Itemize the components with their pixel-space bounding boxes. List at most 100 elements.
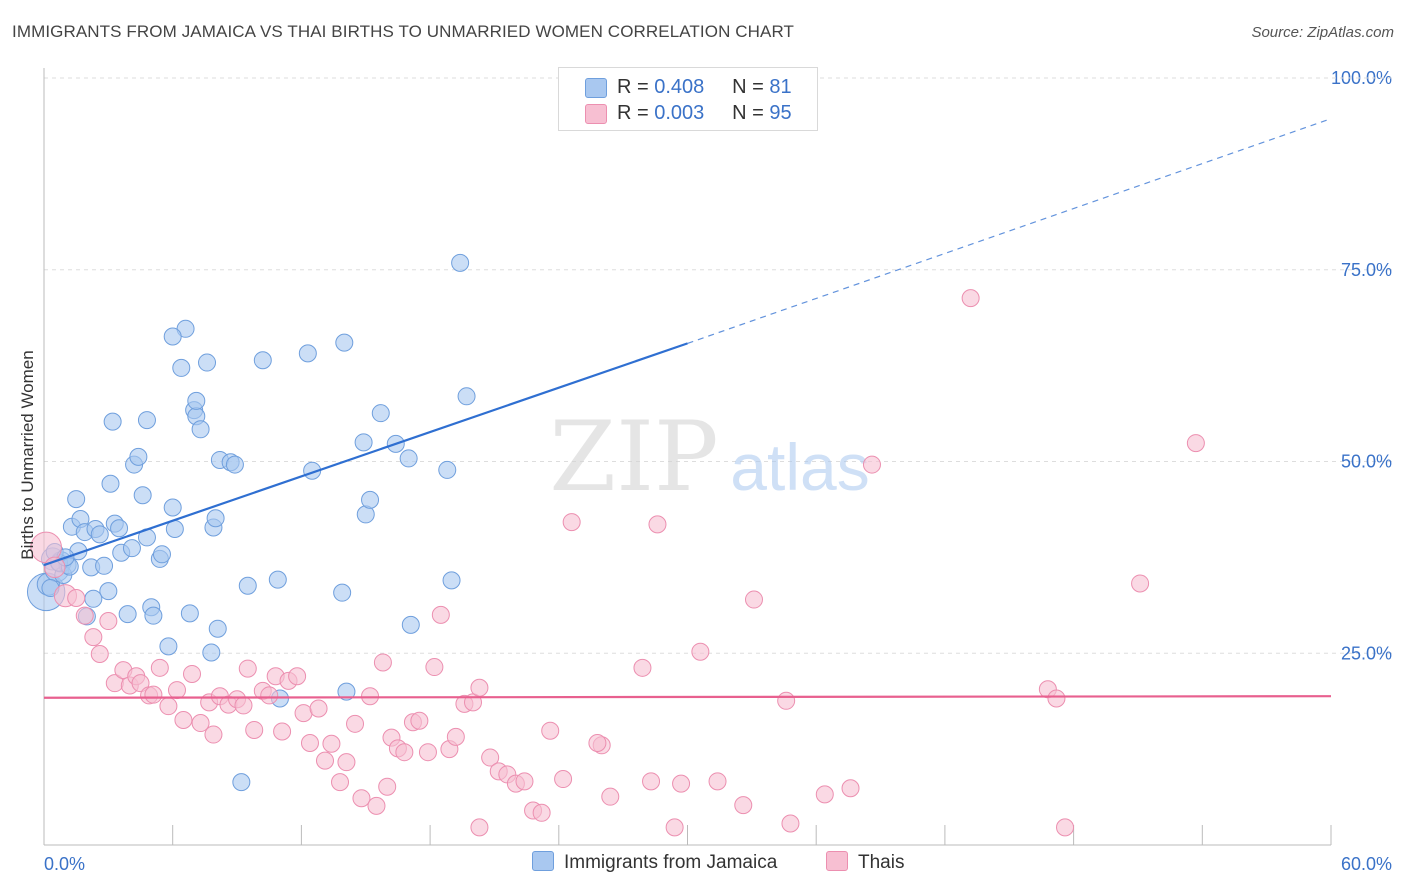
jamaica-trend-extension: [687, 118, 1332, 344]
thai-point: [373, 653, 392, 672]
jamaica-point: [101, 474, 120, 493]
thai-point: [672, 774, 691, 793]
jamaica-point: [159, 637, 178, 656]
thai-point: [665, 818, 684, 837]
thai-point: [150, 658, 169, 677]
jamaica-point: [129, 447, 148, 466]
watermark-atlas: atlas: [730, 430, 869, 504]
correlation-legend: R = 0.408 N = 81 R = 0.003 N = 95: [558, 67, 818, 131]
thai-n-label: N =: [732, 102, 770, 124]
jamaica-point: [268, 570, 287, 589]
jamaica-point: [95, 556, 114, 575]
thai-point: [361, 687, 380, 706]
thai-point: [144, 685, 163, 704]
thai-point: [515, 772, 534, 791]
thai-point: [588, 733, 607, 752]
thai-point: [234, 696, 253, 715]
jamaica-point: [335, 333, 354, 352]
jamaica-point: [202, 643, 221, 662]
thai-point: [183, 664, 202, 683]
jamaica-point: [163, 498, 182, 517]
jamaica-point: [238, 576, 257, 595]
thai-point: [260, 686, 279, 705]
jamaica-point: [110, 519, 129, 538]
thai-r-value: 0.003: [654, 102, 705, 124]
thai-point: [601, 787, 620, 806]
bottom-thai-label: Thais: [858, 852, 905, 873]
watermark-zip: ZIP: [549, 401, 718, 513]
thai-point: [315, 751, 334, 770]
thai-point: [1186, 434, 1205, 453]
jamaica-point: [442, 571, 461, 590]
jamaica-n-value: 81: [769, 76, 792, 98]
thai-point: [425, 658, 444, 677]
jamaica-point: [438, 460, 457, 479]
source-credit: Source: ZipAtlas.com: [1251, 24, 1394, 41]
jamaica-point: [451, 253, 470, 272]
jamaica-r-label: R =: [617, 76, 655, 98]
thai-point: [337, 753, 356, 772]
jamaica-point: [118, 605, 137, 624]
thai-point: [446, 727, 465, 746]
jamaica-point: [198, 353, 217, 372]
y-tick-label: 100.0%: [1331, 68, 1392, 88]
thai-point: [777, 691, 796, 710]
thai-point: [300, 733, 319, 752]
jamaica-r-value: 0.408: [654, 76, 705, 98]
thai-point: [131, 674, 150, 693]
thai-n-value: 95: [769, 102, 792, 124]
thai-point: [367, 796, 386, 815]
thai-point: [708, 772, 727, 791]
thai-point: [204, 725, 223, 744]
thai-point: [418, 743, 437, 762]
chart-title: IMMIGRANTS FROM JAMAICA VS THAI BIRTHS T…: [12, 22, 795, 41]
jamaica-point: [333, 583, 352, 602]
thai-point: [481, 748, 500, 767]
thai-point: [322, 734, 341, 753]
thai-point: [167, 681, 186, 700]
jamaica-point: [371, 404, 390, 423]
jamaica-point: [225, 455, 244, 474]
thai-point: [470, 818, 489, 837]
thai-point: [346, 714, 365, 733]
thai-point: [331, 773, 350, 792]
thai-point: [431, 605, 450, 624]
thai-point: [273, 722, 292, 741]
jamaica-point: [253, 351, 272, 370]
thai-point: [541, 721, 560, 740]
bottom-jamaica-swatch: [532, 851, 554, 871]
thai-point: [99, 612, 118, 631]
jamaica-point: [144, 606, 163, 625]
thai-point: [734, 796, 753, 815]
thai-point: [642, 772, 661, 791]
thai-point: [294, 704, 313, 723]
thai-point: [470, 678, 489, 697]
jamaica-point: [99, 582, 118, 601]
bottom-legend-jamaica: Immigrants from Jamaica: [532, 851, 777, 874]
thai-point: [67, 589, 86, 608]
thai-point: [815, 785, 834, 804]
thai-point: [75, 606, 94, 625]
thai-point: [862, 455, 881, 474]
jamaica-point: [103, 412, 122, 431]
thai-point: [648, 515, 667, 534]
thai-point: [1131, 574, 1150, 593]
jamaica-trend-line: [43, 342, 688, 567]
jamaica-swatch: [585, 78, 607, 98]
jamaica-point: [232, 773, 251, 792]
thai-point: [352, 789, 371, 808]
jamaica-point: [172, 358, 191, 377]
x-tick-label: 60.0%: [1341, 854, 1392, 874]
jamaica-point: [337, 682, 356, 701]
jamaica-point: [90, 525, 109, 544]
jamaica-point: [152, 545, 171, 564]
thai-points: [30, 289, 1205, 837]
thai-point: [562, 513, 581, 532]
thai-point: [395, 743, 414, 762]
jamaica-point: [401, 615, 420, 634]
jamaica-point: [67, 490, 86, 509]
jamaica-point: [180, 604, 199, 623]
thai-r-label: R =: [617, 102, 655, 124]
jamaica-point: [122, 539, 141, 558]
